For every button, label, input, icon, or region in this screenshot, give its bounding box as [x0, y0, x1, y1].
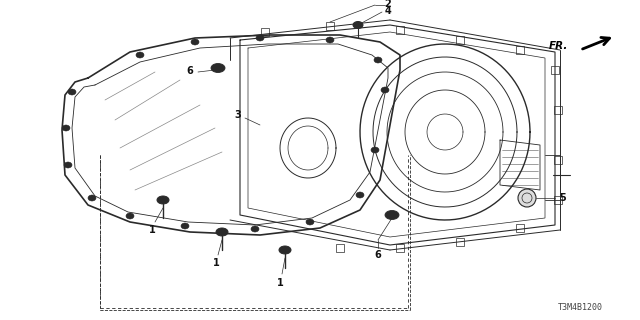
Ellipse shape: [279, 246, 291, 254]
Bar: [554, 106, 562, 114]
Ellipse shape: [251, 226, 259, 232]
Ellipse shape: [374, 57, 382, 63]
Text: 4: 4: [385, 6, 392, 16]
Ellipse shape: [62, 125, 70, 131]
Text: 6: 6: [374, 250, 381, 260]
Ellipse shape: [64, 162, 72, 168]
Bar: [396, 244, 404, 252]
Ellipse shape: [216, 228, 228, 236]
Bar: [456, 36, 464, 44]
Circle shape: [518, 189, 536, 207]
Ellipse shape: [211, 63, 225, 73]
Bar: [551, 66, 559, 74]
Ellipse shape: [353, 21, 363, 28]
Text: FR.: FR.: [548, 41, 568, 51]
Text: 2: 2: [385, 0, 392, 9]
Bar: [261, 28, 269, 36]
Ellipse shape: [181, 223, 189, 229]
Ellipse shape: [126, 213, 134, 219]
Bar: [516, 224, 524, 232]
Bar: [554, 156, 562, 164]
Ellipse shape: [381, 87, 389, 93]
Text: 1: 1: [212, 258, 220, 268]
Ellipse shape: [136, 52, 144, 58]
Bar: [396, 26, 404, 34]
Text: 1: 1: [148, 225, 156, 235]
Bar: [516, 46, 524, 54]
Bar: [554, 196, 562, 204]
Bar: [326, 22, 334, 30]
Ellipse shape: [356, 192, 364, 198]
Ellipse shape: [157, 196, 169, 204]
Ellipse shape: [88, 195, 96, 201]
Ellipse shape: [68, 89, 76, 95]
Ellipse shape: [256, 35, 264, 41]
Ellipse shape: [326, 37, 334, 43]
Text: 3: 3: [235, 110, 241, 120]
Ellipse shape: [191, 39, 199, 45]
Text: 6: 6: [187, 66, 193, 76]
Text: 1: 1: [276, 278, 284, 288]
Bar: [456, 238, 464, 246]
Ellipse shape: [385, 211, 399, 220]
Text: 5: 5: [559, 193, 566, 203]
Ellipse shape: [306, 219, 314, 225]
Ellipse shape: [371, 147, 379, 153]
Bar: [336, 244, 344, 252]
Text: T3M4B1200: T3M4B1200: [557, 303, 602, 312]
